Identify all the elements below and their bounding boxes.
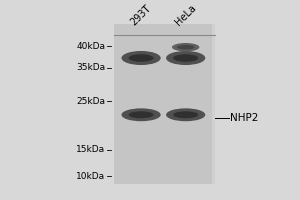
Text: 40kDa: 40kDa [76,42,105,51]
Bar [159,24,212,184]
Ellipse shape [122,51,161,65]
Ellipse shape [173,54,198,62]
Ellipse shape [177,45,194,49]
Text: 10kDa: 10kDa [76,172,105,181]
Ellipse shape [166,51,205,65]
Bar [114,24,168,184]
Ellipse shape [129,111,154,118]
Text: 35kDa: 35kDa [76,63,105,72]
Ellipse shape [129,54,154,62]
Text: 25kDa: 25kDa [76,97,105,106]
Ellipse shape [173,111,198,118]
Ellipse shape [166,108,205,121]
Text: 15kDa: 15kDa [76,145,105,154]
Ellipse shape [122,108,161,121]
Bar [114,24,215,184]
Text: NHP2: NHP2 [230,113,259,123]
Ellipse shape [172,43,200,51]
Text: 293T: 293T [129,3,153,27]
Text: HeLa: HeLa [173,3,198,27]
